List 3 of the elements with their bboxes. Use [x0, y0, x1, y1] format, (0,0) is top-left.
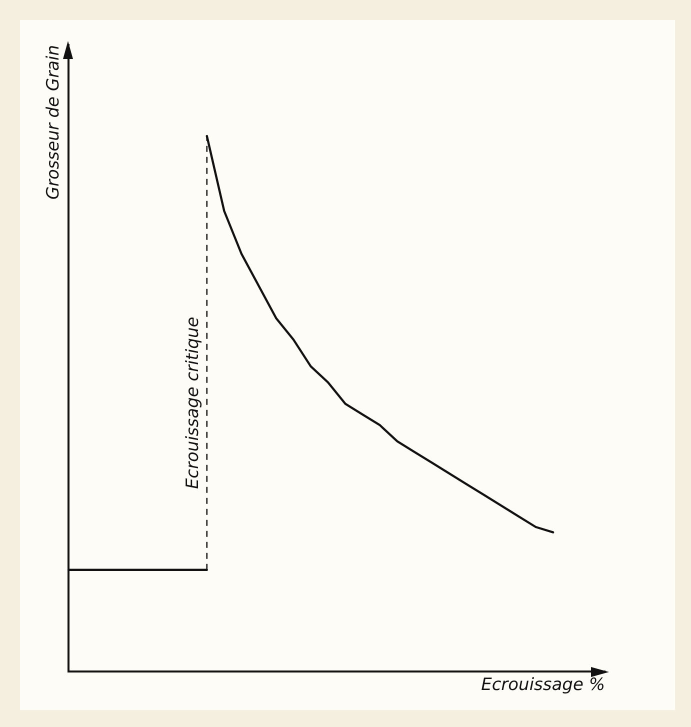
y-axis-title: Grosseur de Grain: [44, 45, 64, 200]
annotation: Ecrouissage critique: [182, 316, 203, 490]
x-axis-title: Ecrouissage %: [481, 675, 605, 696]
